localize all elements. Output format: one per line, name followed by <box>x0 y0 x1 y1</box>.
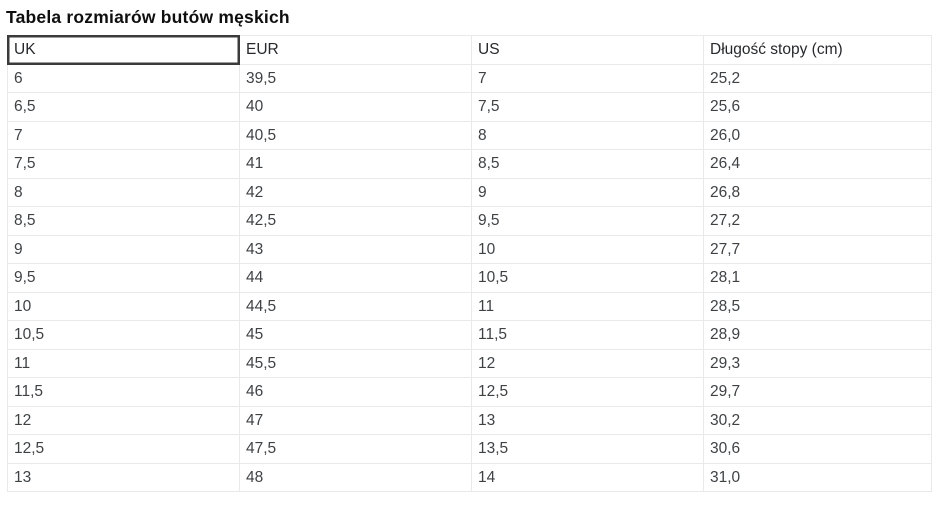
table-cell-cm: 29,3 <box>703 348 932 378</box>
table-cell-uk: 13 <box>7 462 240 492</box>
table-cell-us: 14 <box>471 462 704 492</box>
table-cell-us: 12 <box>471 348 704 378</box>
column-header-us[interactable]: US <box>471 35 704 65</box>
column-header-uk[interactable]: UK <box>7 35 240 65</box>
table-row: 7 40,5 8 26,0 <box>7 120 932 150</box>
table-cell-eur: 43 <box>239 234 472 264</box>
table-cell-us: 11,5 <box>471 320 704 350</box>
table-cell-cm: 28,9 <box>703 320 932 350</box>
table-row: 7,5 41 8,5 26,4 <box>7 149 932 179</box>
table-cell-eur: 39,5 <box>239 63 472 93</box>
table-cell-eur: 45,5 <box>239 348 472 378</box>
table-row: 8 42 9 26,8 <box>7 177 932 207</box>
table-cell-eur: 40 <box>239 92 472 122</box>
table-cell-cm: 26,4 <box>703 149 932 179</box>
table-cell-us: 9 <box>471 177 704 207</box>
table-cell-cm: 25,6 <box>703 92 932 122</box>
table-row: 6,5 40 7,5 25,6 <box>7 92 932 122</box>
table-cell-us: 7 <box>471 63 704 93</box>
table-cell-cm: 27,2 <box>703 206 932 236</box>
table-cell-us: 7,5 <box>471 92 704 122</box>
table-row: 6 39,5 7 25,2 <box>7 63 932 93</box>
table-cell-eur: 40,5 <box>239 120 472 150</box>
table-cell-eur: 44,5 <box>239 291 472 321</box>
table-cell-cm: 25,2 <box>703 63 932 93</box>
table-cell-eur: 46 <box>239 377 472 407</box>
header-row: UK EUR US Długość stopy (cm) <box>7 35 932 65</box>
table-row: 11 45,5 12 29,3 <box>7 348 932 378</box>
table-cell-us: 10,5 <box>471 263 704 293</box>
table-cell-us: 13,5 <box>471 434 704 464</box>
table-cell-uk: 12 <box>7 405 240 435</box>
table-cell-us: 10 <box>471 234 704 264</box>
table-cell-uk: 8,5 <box>7 206 240 236</box>
table-cell-cm: 30,2 <box>703 405 932 435</box>
table-cell-uk: 6 <box>7 63 240 93</box>
table-cell-us: 12,5 <box>471 377 704 407</box>
table-cell-uk: 7 <box>7 120 240 150</box>
table-row: 10,5 45 11,5 28,9 <box>7 320 932 350</box>
table-cell-eur: 47,5 <box>239 434 472 464</box>
table-row: 9,5 44 10,5 28,1 <box>7 263 932 293</box>
table-cell-uk: 11 <box>7 348 240 378</box>
table-cell-eur: 42,5 <box>239 206 472 236</box>
table-cell-eur: 48 <box>239 462 472 492</box>
size-table-body: 6 39,5 7 25,2 6,5 40 7,5 25,6 7 40,5 8 26,0 7,5 41 8,5… <box>7 63 932 492</box>
table-cell-us: 9,5 <box>471 206 704 236</box>
table-cell-cm: 28,5 <box>703 291 932 321</box>
table-cell-eur: 47 <box>239 405 472 435</box>
table-cell-eur: 45 <box>239 320 472 350</box>
table-cell-cm: 28,1 <box>703 263 932 293</box>
table-cell-uk: 8 <box>7 177 240 207</box>
table-row: 12 47 13 30,2 <box>7 405 932 435</box>
table-cell-eur: 41 <box>239 149 472 179</box>
table-row: 8,5 42,5 9,5 27,2 <box>7 206 932 236</box>
table-cell-cm: 26,0 <box>703 120 932 150</box>
table-row: 13 48 14 31,0 <box>7 462 932 492</box>
column-header-foot-length[interactable]: Długość stopy (cm) <box>703 35 932 65</box>
table-cell-cm: 31,0 <box>703 462 932 492</box>
table-cell-uk: 10 <box>7 291 240 321</box>
page-title: Tabela rozmiarów butów męskich <box>6 7 290 27</box>
table-cell-uk: 10,5 <box>7 320 240 350</box>
table-cell-uk: 9 <box>7 234 240 264</box>
table-cell-us: 8 <box>471 120 704 150</box>
table-cell-cm: 26,8 <box>703 177 932 207</box>
table-cell-uk: 6,5 <box>7 92 240 122</box>
page: Tabela rozmiarów butów męskich UK EUR US… <box>0 7 945 515</box>
table-cell-us: 11 <box>471 291 704 321</box>
table-row: 10 44,5 11 28,5 <box>7 291 932 321</box>
table-cell-us: 13 <box>471 405 704 435</box>
table-cell-uk: 12,5 <box>7 434 240 464</box>
table-cell-uk: 9,5 <box>7 263 240 293</box>
column-header-eur[interactable]: EUR <box>239 35 472 65</box>
table-row: 9 43 10 27,7 <box>7 234 932 264</box>
table-row: 12,5 47,5 13,5 30,6 <box>7 434 932 464</box>
table-cell-uk: 11,5 <box>7 377 240 407</box>
table-row: 11,5 46 12,5 29,7 <box>7 377 932 407</box>
table-cell-eur: 44 <box>239 263 472 293</box>
table-cell-us: 8,5 <box>471 149 704 179</box>
table-cell-cm: 30,6 <box>703 434 932 464</box>
table-cell-uk: 7,5 <box>7 149 240 179</box>
table-cell-cm: 29,7 <box>703 377 932 407</box>
table-cell-cm: 27,7 <box>703 234 932 264</box>
size-table: UK EUR US Długość stopy (cm) 6 39,5 7 25,2 6… <box>7 35 932 492</box>
table-cell-eur: 42 <box>239 177 472 207</box>
